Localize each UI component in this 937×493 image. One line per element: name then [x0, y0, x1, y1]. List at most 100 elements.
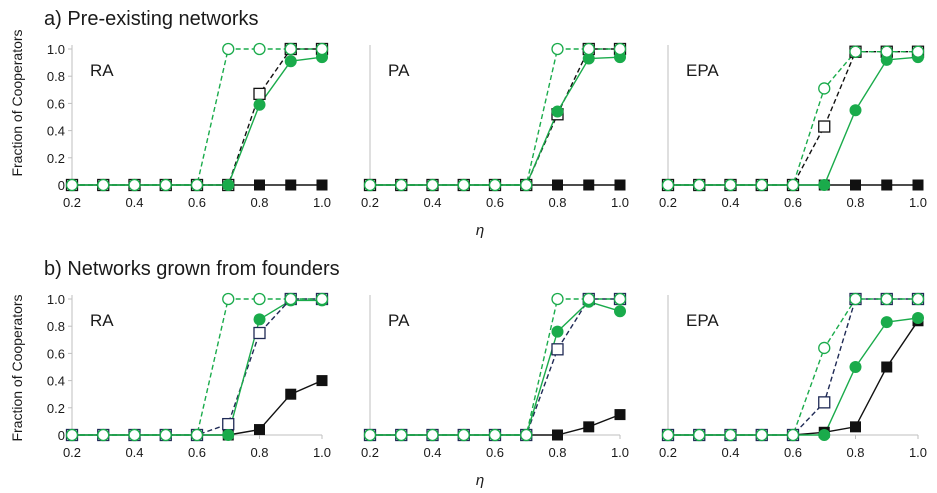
data-point-circle [253, 313, 266, 326]
data-point-open-circle [661, 428, 675, 442]
panel-label: EPA [686, 61, 719, 80]
data-point-open-circle [315, 42, 329, 56]
y-tick-label: 0.6 [47, 346, 65, 361]
data-point-circle [880, 316, 893, 329]
section-a-title: a) Pre-existing networks [44, 8, 259, 30]
section-b-xlabel: η [476, 472, 484, 489]
data-point-open-circle [97, 428, 110, 442]
data-point-open-circle [755, 428, 768, 442]
data-point-open-circle [284, 292, 297, 306]
data-point-open-square [253, 326, 266, 340]
x-tick-label: 0.6 [486, 195, 504, 210]
x-tick-label: 0.8 [548, 445, 566, 460]
data-point-open-circle [128, 428, 141, 442]
data-point-open-circle [65, 428, 79, 442]
y-tick-label: 0.2 [47, 401, 65, 416]
y-tick-label: 0.8 [47, 69, 65, 84]
data-point-square [316, 179, 328, 191]
data-point-square [881, 179, 893, 191]
data-point-circle [222, 429, 235, 441]
data-point-square [614, 409, 626, 421]
data-point-open-circle [488, 178, 502, 192]
y-tick-label: 1.0 [47, 42, 65, 57]
data-point-open-circle [97, 178, 110, 192]
x-tick-label: 0.6 [188, 195, 206, 210]
data-point-circle [284, 55, 297, 68]
x-tick-label: 0.2 [361, 195, 379, 210]
x-tick-label: 0.2 [659, 445, 677, 460]
data-point-open-circle [880, 292, 893, 306]
data-point-circle [551, 325, 564, 338]
data-point-open-circle [159, 178, 172, 192]
data-point-square [850, 179, 861, 191]
x-tick-label: 1.0 [313, 445, 331, 460]
data-point-open-circle [582, 42, 595, 56]
data-point-square [552, 179, 563, 191]
x-tick-label: 0.4 [125, 445, 143, 460]
data-point-open-circle [818, 82, 831, 95]
data-point-open-circle [911, 292, 925, 306]
panel-b-pa: 0.2 0.4 0.6 0.8 1.0 PA [361, 292, 629, 460]
data-point-open-circle [395, 428, 408, 442]
section-b-title: b) Networks grown from founders [44, 258, 340, 280]
data-point-open-circle [488, 428, 502, 442]
x-tick-label: 0.4 [721, 195, 739, 210]
data-point-square [583, 179, 595, 191]
data-point-circle [849, 361, 862, 373]
x-tick-label: 0.4 [423, 445, 441, 460]
panel-label: PA [388, 61, 410, 80]
data-point-square [614, 179, 626, 191]
data-point-square [912, 179, 924, 191]
x-tick-label: 1.0 [313, 195, 331, 210]
x-tick-label: 0.6 [486, 445, 504, 460]
data-point-square [254, 179, 265, 191]
data-point-open-circle [849, 45, 862, 58]
x-tick-label: 0.2 [659, 195, 677, 210]
data-point-open-circle [222, 292, 235, 306]
data-point-square [552, 429, 563, 441]
data-point-open-circle [457, 178, 470, 192]
data-point-open-circle [253, 292, 266, 306]
data-point-open-circle [724, 178, 737, 192]
data-point-open-circle [253, 42, 266, 56]
data-point-square [316, 375, 328, 387]
panel-label: PA [388, 311, 410, 330]
section-a-xlabel: η [476, 222, 484, 239]
data-point-open-circle [520, 428, 533, 442]
panel-label: EPA [686, 311, 719, 330]
data-point-open-circle [520, 178, 533, 192]
data-point-circle [818, 429, 831, 441]
data-point-square [583, 421, 595, 433]
data-point-open-circle [395, 178, 408, 192]
series-line-filled-square [72, 379, 323, 436]
x-tick-label: 0.4 [721, 445, 739, 460]
data-point-open-square [551, 343, 564, 356]
data-point-open-square [818, 396, 831, 409]
x-tick-label: 1.0 [611, 195, 629, 210]
x-tick-label: 0.2 [63, 195, 81, 210]
panel-label: RA [90, 61, 114, 80]
data-point-open-circle [551, 292, 564, 306]
data-point-circle [614, 305, 626, 318]
data-point-square [850, 421, 861, 433]
panel-a-ra: 0.2 0.4 0.6 0.8 1.0 0 0.2 0.4 0.6 0.8 1.0 RA [47, 42, 331, 210]
data-point-open-circle [363, 178, 377, 192]
data-point-open-circle [222, 42, 235, 56]
x-tick-label: 0.6 [188, 445, 206, 460]
section-b-ylabel: Fraction of Cooperators [9, 294, 25, 441]
x-tick-label: 0.8 [548, 195, 566, 210]
x-tick-label: 0.8 [250, 195, 268, 210]
data-point-square [285, 388, 297, 400]
data-point-open-circle [582, 292, 595, 306]
panel-b-epa: 0.2 0.4 0.6 0.8 1.0 EPA [659, 292, 927, 460]
panel-a-pa: 0.2 0.4 0.6 0.8 1.0 PA [361, 42, 629, 210]
data-point-open-circle [65, 178, 79, 192]
data-point-open-circle [363, 428, 377, 442]
data-point-circle [818, 179, 831, 191]
data-point-open-circle [551, 42, 564, 56]
data-point-circle [253, 98, 266, 111]
data-point-open-circle [613, 292, 627, 306]
x-tick-label: 1.0 [909, 445, 927, 460]
data-point-open-circle [426, 178, 439, 192]
